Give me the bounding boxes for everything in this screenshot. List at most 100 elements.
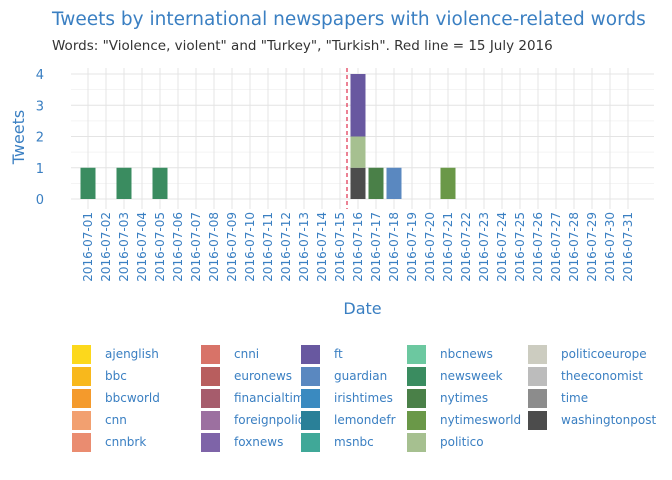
bar-newsweek-2016-07-05 <box>152 167 168 199</box>
bar-politico-2016-07-16 <box>350 136 366 168</box>
legend-item-nytimes: nytimes <box>407 388 488 408</box>
x-tick-label: 2016-07-20 <box>423 212 437 282</box>
x-tick-label: 2016-07-19 <box>405 212 419 282</box>
x-tick-label: 2016-07-21 <box>441 212 455 282</box>
legend-item-foxnews: foxnews <box>201 432 283 452</box>
x-tick-label: 2016-07-27 <box>549 212 563 282</box>
bar-nytimesworld-2016-07-21 <box>440 167 456 199</box>
bar-newsweek-2016-07-03 <box>116 167 132 199</box>
legend-swatch <box>301 344 320 364</box>
x-tick-label: 2016-07-04 <box>135 212 149 282</box>
x-tick-label: 2016-07-23 <box>477 212 491 282</box>
x-axis-label: Date <box>343 299 381 318</box>
x-tick-label: 2016-07-09 <box>225 212 239 282</box>
legend-swatch <box>201 388 220 408</box>
legend-label: bbc <box>105 369 127 383</box>
legend-label: financialtimes <box>234 391 319 405</box>
legend-label: guardian <box>334 369 388 383</box>
legend-label: lemondefr <box>334 413 396 427</box>
x-tick-label: 2016-07-03 <box>117 212 131 282</box>
legend-swatch <box>201 410 220 430</box>
legend-label: cnnbrk <box>105 435 147 449</box>
x-tick-label: 2016-07-29 <box>585 212 599 282</box>
legend-item-washingtonpost: washingtonpost <box>528 410 656 430</box>
legend-swatch <box>201 366 220 386</box>
legend-item-financialtimes: financialtimes <box>201 388 318 408</box>
legend-item-ajenglish: ajenglish <box>72 344 159 364</box>
bar-washingtonpost-2016-07-16 <box>350 167 366 199</box>
legend-item-cnnbrk: cnnbrk <box>72 432 146 452</box>
y-tick-label: 1 <box>36 162 44 177</box>
legend-item-nytimesworld: nytimesworld <box>407 410 521 430</box>
legend-swatch <box>72 410 91 430</box>
y-tick-label: 2 <box>36 131 44 146</box>
chart-legend: ajenglish bbc bbcworld cnn cnnbrk cnni euronew… <box>72 344 672 464</box>
legend-label: time <box>561 391 589 405</box>
x-tick-label: 2016-07-18 <box>387 212 401 282</box>
legend-label: cnni <box>234 347 260 361</box>
x-tick-label: 2016-07-02 <box>99 212 113 282</box>
legend-item-politico: politico <box>407 432 484 452</box>
legend-item-nbcnews: nbcnews <box>407 344 493 364</box>
x-tick-label: 2016-07-30 <box>603 212 617 282</box>
legend-swatch <box>407 344 426 364</box>
x-tick-label: 2016-07-05 <box>153 212 167 282</box>
x-tick-label: 2016-07-15 <box>333 212 347 282</box>
legend-label: nytimesworld <box>440 413 522 427</box>
x-tick-label: 2016-07-07 <box>189 212 203 282</box>
legend-swatch <box>528 388 547 408</box>
legend-label: foreignpolicy <box>234 413 312 427</box>
legend-label: cnn <box>105 413 127 427</box>
legend-label: washingtonpost <box>561 413 657 427</box>
legend-label: msnbc <box>334 435 374 449</box>
legend-label: politicoeurope <box>561 347 647 361</box>
legend-label: foxnews <box>234 435 284 449</box>
legend-swatch <box>528 410 547 430</box>
legend-swatch <box>301 432 320 452</box>
x-tick-label: 2016-07-17 <box>369 212 383 282</box>
legend-swatch <box>301 388 320 408</box>
legend-item-irishtimes: irishtimes <box>301 388 393 408</box>
x-tick-label: 2016-07-01 <box>81 212 95 282</box>
legend-swatch <box>407 366 426 386</box>
legend-swatch <box>301 410 320 430</box>
legend-swatch <box>407 432 426 452</box>
bar-newsweek-2016-07-01 <box>80 167 96 199</box>
y-tick-label: 4 <box>36 68 44 83</box>
legend-item-cnni: cnni <box>201 344 259 364</box>
legend-label: euronews <box>234 369 293 383</box>
legend-swatch <box>407 410 426 430</box>
legend-label: nytimes <box>440 391 489 405</box>
bar-guardian-2016-07-18 <box>386 167 402 199</box>
x-tick-label: 2016-07-31 <box>621 212 635 282</box>
legend-item-lemondefr: lemondefr <box>301 410 396 430</box>
legend-label: ft <box>334 347 343 361</box>
chart-plot: 0 1 2 3 4 Tweets 2016-07-01 2016-07-02 2016-07-0… <box>9 68 654 318</box>
legend-label: ajenglish <box>105 347 159 361</box>
legend-label: theeconomist <box>561 369 643 383</box>
x-tick-label: 2016-07-26 <box>531 212 545 282</box>
y-tick-label: 3 <box>36 99 44 114</box>
legend-item-ft: ft <box>301 344 343 364</box>
legend-label: irishtimes <box>334 391 393 405</box>
legend-item-guardian: guardian <box>301 366 387 386</box>
x-tick-label: 2016-07-11 <box>261 212 275 282</box>
legend-item-bbc: bbc <box>72 366 127 386</box>
legend-label: bbcworld <box>105 391 160 405</box>
legend-item-bbcworld: bbcworld <box>72 388 160 408</box>
x-tick-label: 2016-07-24 <box>495 212 509 282</box>
legend-swatch <box>528 344 547 364</box>
x-tick-label: 2016-07-16 <box>351 212 365 282</box>
legend-label: newsweek <box>440 369 503 383</box>
bar-ft-2016-07-16 <box>350 74 366 137</box>
bar-nytimes-2016-07-17 <box>368 167 384 199</box>
legend-item-newsweek: newsweek <box>407 366 503 386</box>
legend-swatch <box>72 388 91 408</box>
legend-label: nbcnews <box>440 347 493 361</box>
x-tick-label: 2016-07-06 <box>171 212 185 282</box>
legend-swatch <box>72 432 91 452</box>
legend-item-politicoeurope: politicoeurope <box>528 344 647 364</box>
legend-swatch <box>72 366 91 386</box>
y-axis-label: Tweets <box>9 110 28 166</box>
x-tick-label: 2016-07-14 <box>315 212 329 282</box>
